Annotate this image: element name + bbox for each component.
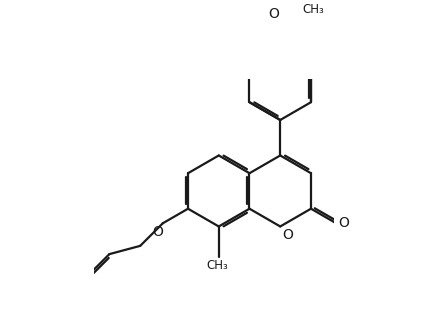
Text: CH₃: CH₃ — [303, 3, 324, 16]
Text: O: O — [268, 7, 279, 21]
Text: O: O — [152, 225, 163, 238]
Text: O: O — [339, 216, 350, 230]
Text: CH₃: CH₃ — [207, 259, 229, 272]
Text: O: O — [282, 228, 293, 242]
